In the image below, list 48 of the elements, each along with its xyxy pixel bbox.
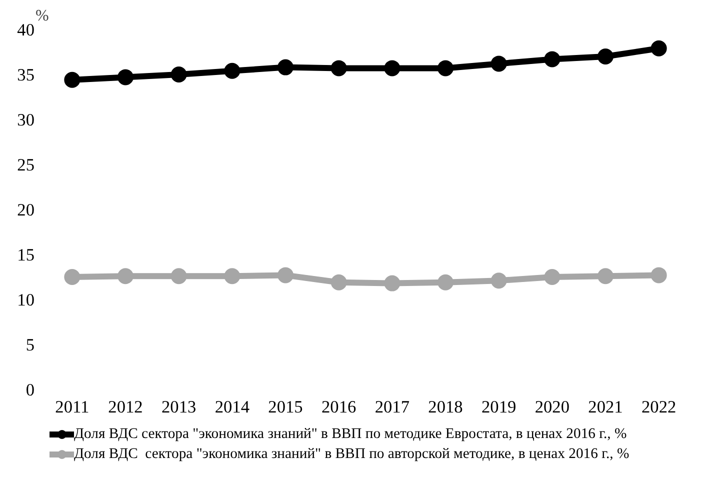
point [118,69,134,86]
y-axis-title: % [36,8,49,24]
point [490,56,507,72]
y-tick-label: 30 [17,110,34,130]
x-tick-label: 2022 [642,398,676,416]
y-tick-label: 10 [17,290,34,310]
point [330,274,347,290]
y-tick-label: 5 [26,336,35,354]
point [224,62,240,79]
point [598,268,614,284]
y-tick-label: 15 [17,246,34,264]
point [64,269,80,285]
point [598,48,614,64]
x-tick-label: 2014 [214,398,250,416]
legend-label: Доля ВДС сектора "экономика знаний" в ВВП по авторской методике, в ценах 2016 г., % [74,446,630,462]
point [490,272,507,289]
point [438,60,454,76]
x-tick-label: 2019 [482,398,516,416]
point [384,60,400,76]
x-tick-label: 2018 [428,398,463,416]
x-tick-label: 2016 [322,398,356,416]
point [170,268,187,284]
point [278,59,294,76]
point [438,274,454,290]
point [544,51,560,68]
x-tick-label: 2017 [374,398,410,416]
y-tick-label: 0 [26,380,35,400]
point [544,269,560,285]
legend-label: Доля ВДС сектора "экономика знаний" в ВВП по методике Евростата, в ценах 2016 г., % [74,426,627,442]
x-tick-label: 2021 [588,398,623,416]
x-tick-label: 2020 [534,398,570,416]
point [64,72,80,88]
y-tick-label: 20 [17,200,34,220]
point [650,40,667,56]
y-tick-label: 40 [17,20,34,40]
x-tick-label: 2013 [162,398,196,416]
y-tick-label: 35 [17,66,34,84]
point [330,60,347,76]
point [650,267,667,284]
point [384,275,400,292]
x-tick-label: 2011 [55,398,90,416]
x-tick-label: 2012 [108,398,143,416]
point [278,267,294,284]
x-tick-label: 2015 [268,398,303,416]
y-tick-label: 25 [17,156,34,174]
point [118,268,134,284]
point [170,66,187,82]
point [224,268,240,284]
